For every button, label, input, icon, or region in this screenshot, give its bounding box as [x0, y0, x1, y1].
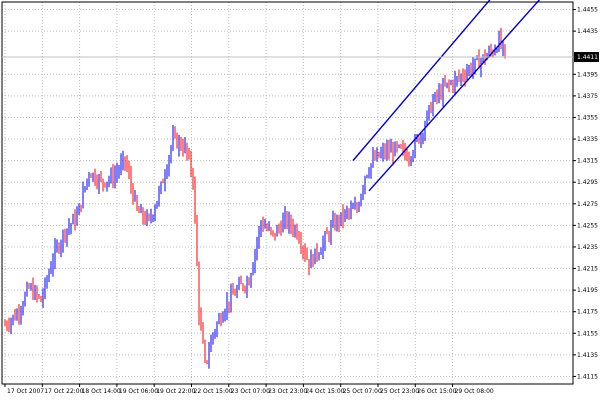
y-tick-label: 1.4135: [577, 352, 598, 359]
y-tick-label: 1.4435: [577, 28, 598, 35]
x-tick-label: 19 Oct 06:00: [119, 388, 158, 395]
channel-lines: [352, 0, 541, 192]
x-tick-label: 24 Oct 15:00: [305, 388, 344, 395]
x-tick-label: 23 Oct 23:00: [268, 388, 307, 395]
x-tick-label: 17 Oct 22:00: [44, 388, 83, 395]
x-tick-label: 26 Oct 15:00: [417, 388, 456, 395]
current-price-marker: 1.4411: [574, 52, 599, 63]
x-tick-label: 19 Oct 22:00: [156, 388, 195, 395]
current-price-box: [574, 52, 599, 63]
current-price-label: 1.4411: [577, 54, 598, 61]
x-tick-label: 25 Oct 23:00: [380, 388, 419, 395]
y-tick-label: 1.4115: [577, 373, 598, 380]
y-tick-labels: 1.4455 1.4435 1.4395 1.4375 1.4355 1.4335 1.43…: [573, 7, 598, 380]
x-tick-label: 23 Oct 07:00: [231, 388, 270, 395]
y-tick-label: 1.4375: [577, 93, 598, 100]
y-tick-label: 1.4275: [577, 201, 598, 208]
x-tick-label: 25 Oct 07:00: [343, 388, 382, 395]
y-tick-label: 1.4235: [577, 244, 598, 251]
y-tick-label: 1.4335: [577, 136, 598, 143]
y-tick-label: 1.4155: [577, 330, 598, 337]
x-tick-label: 18 Oct 14:00: [82, 388, 121, 395]
y-tick-label: 1.4255: [577, 222, 598, 229]
axes: [1, 1, 574, 385]
y-tick-label: 1.4295: [577, 179, 598, 186]
y-tick-label: 1.4195: [577, 287, 598, 294]
y-tick-label: 1.4175: [577, 309, 598, 316]
y-tick-label: 1.4215: [577, 266, 598, 273]
y-tick-label: 1.4355: [577, 114, 598, 121]
channel-line-lower: [368, 0, 541, 192]
channel-line-upper: [352, 0, 491, 162]
y-tick-label: 1.4315: [577, 158, 598, 165]
x-tick-label: 29 Oct 08:00: [455, 388, 494, 395]
y-tick-label: 1.4395: [577, 71, 598, 78]
x-tick-label: 22 Oct 15:00: [194, 388, 233, 395]
grid-lines: [2, 2, 573, 384]
x-tick-label: 17 Oct 2007: [7, 388, 44, 395]
plot-frame: [1, 1, 574, 385]
price-bars: [4, 27, 506, 369]
y-tick-label: 1.4455: [577, 7, 598, 14]
